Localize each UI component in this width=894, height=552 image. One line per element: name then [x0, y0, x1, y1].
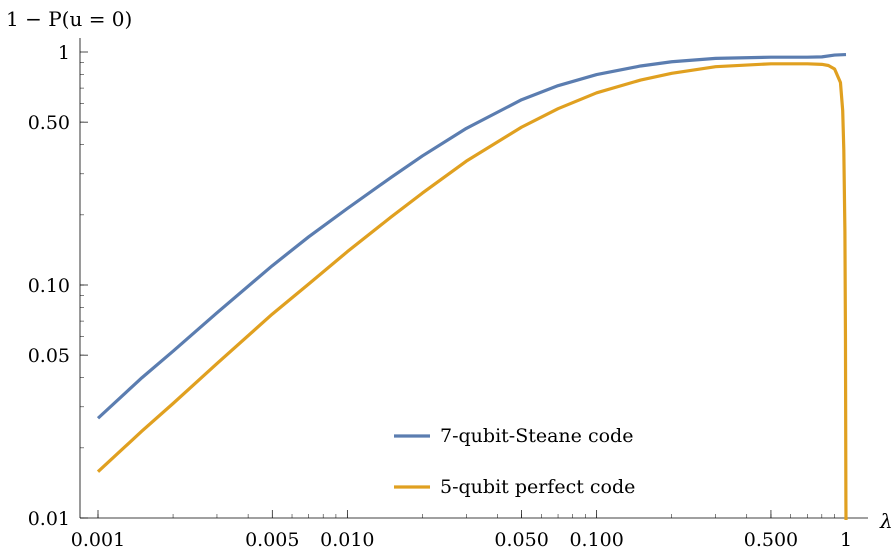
x-tick-label: 0.500 — [744, 529, 798, 551]
y-tick-label: 0.05 — [28, 345, 70, 367]
y-tick-label: 0.50 — [28, 112, 70, 134]
x-axis-label: λ — [879, 509, 893, 533]
x-tick-label: 0.005 — [245, 529, 299, 551]
series-line-1 — [96, 62, 848, 521]
y-ticks: 0.01 0.05 0.10 0.50 1 — [28, 42, 88, 530]
x-tick-label: 0.010 — [320, 529, 374, 551]
legend-label-perfect: 5-qubit perfect code — [440, 476, 635, 498]
y-axis-label: 1 − P(u = 0) — [6, 7, 132, 31]
legend: 7-qubit-Steane code 5-qubit perfect code — [394, 425, 635, 498]
x-tick-label: 0.001 — [71, 529, 125, 551]
y-tick-label: 1 — [58, 42, 70, 64]
x-tick-label: 0.050 — [494, 529, 548, 551]
minor-ticks — [80, 62, 835, 519]
series-group — [96, 52, 848, 521]
legend-label-steane: 7-qubit-Steane code — [440, 425, 633, 447]
x-tick-label: 0.100 — [569, 529, 623, 551]
x-ticks: 0.001 0.005 0.010 0.050 0.100 0.500 1 — [71, 510, 852, 551]
y-tick-label: 0.01 — [28, 508, 70, 530]
axes — [79, 38, 868, 519]
x-tick-label: 1 — [840, 529, 852, 551]
y-tick-label: 0.10 — [28, 275, 70, 297]
series-line-0 — [96, 52, 847, 420]
